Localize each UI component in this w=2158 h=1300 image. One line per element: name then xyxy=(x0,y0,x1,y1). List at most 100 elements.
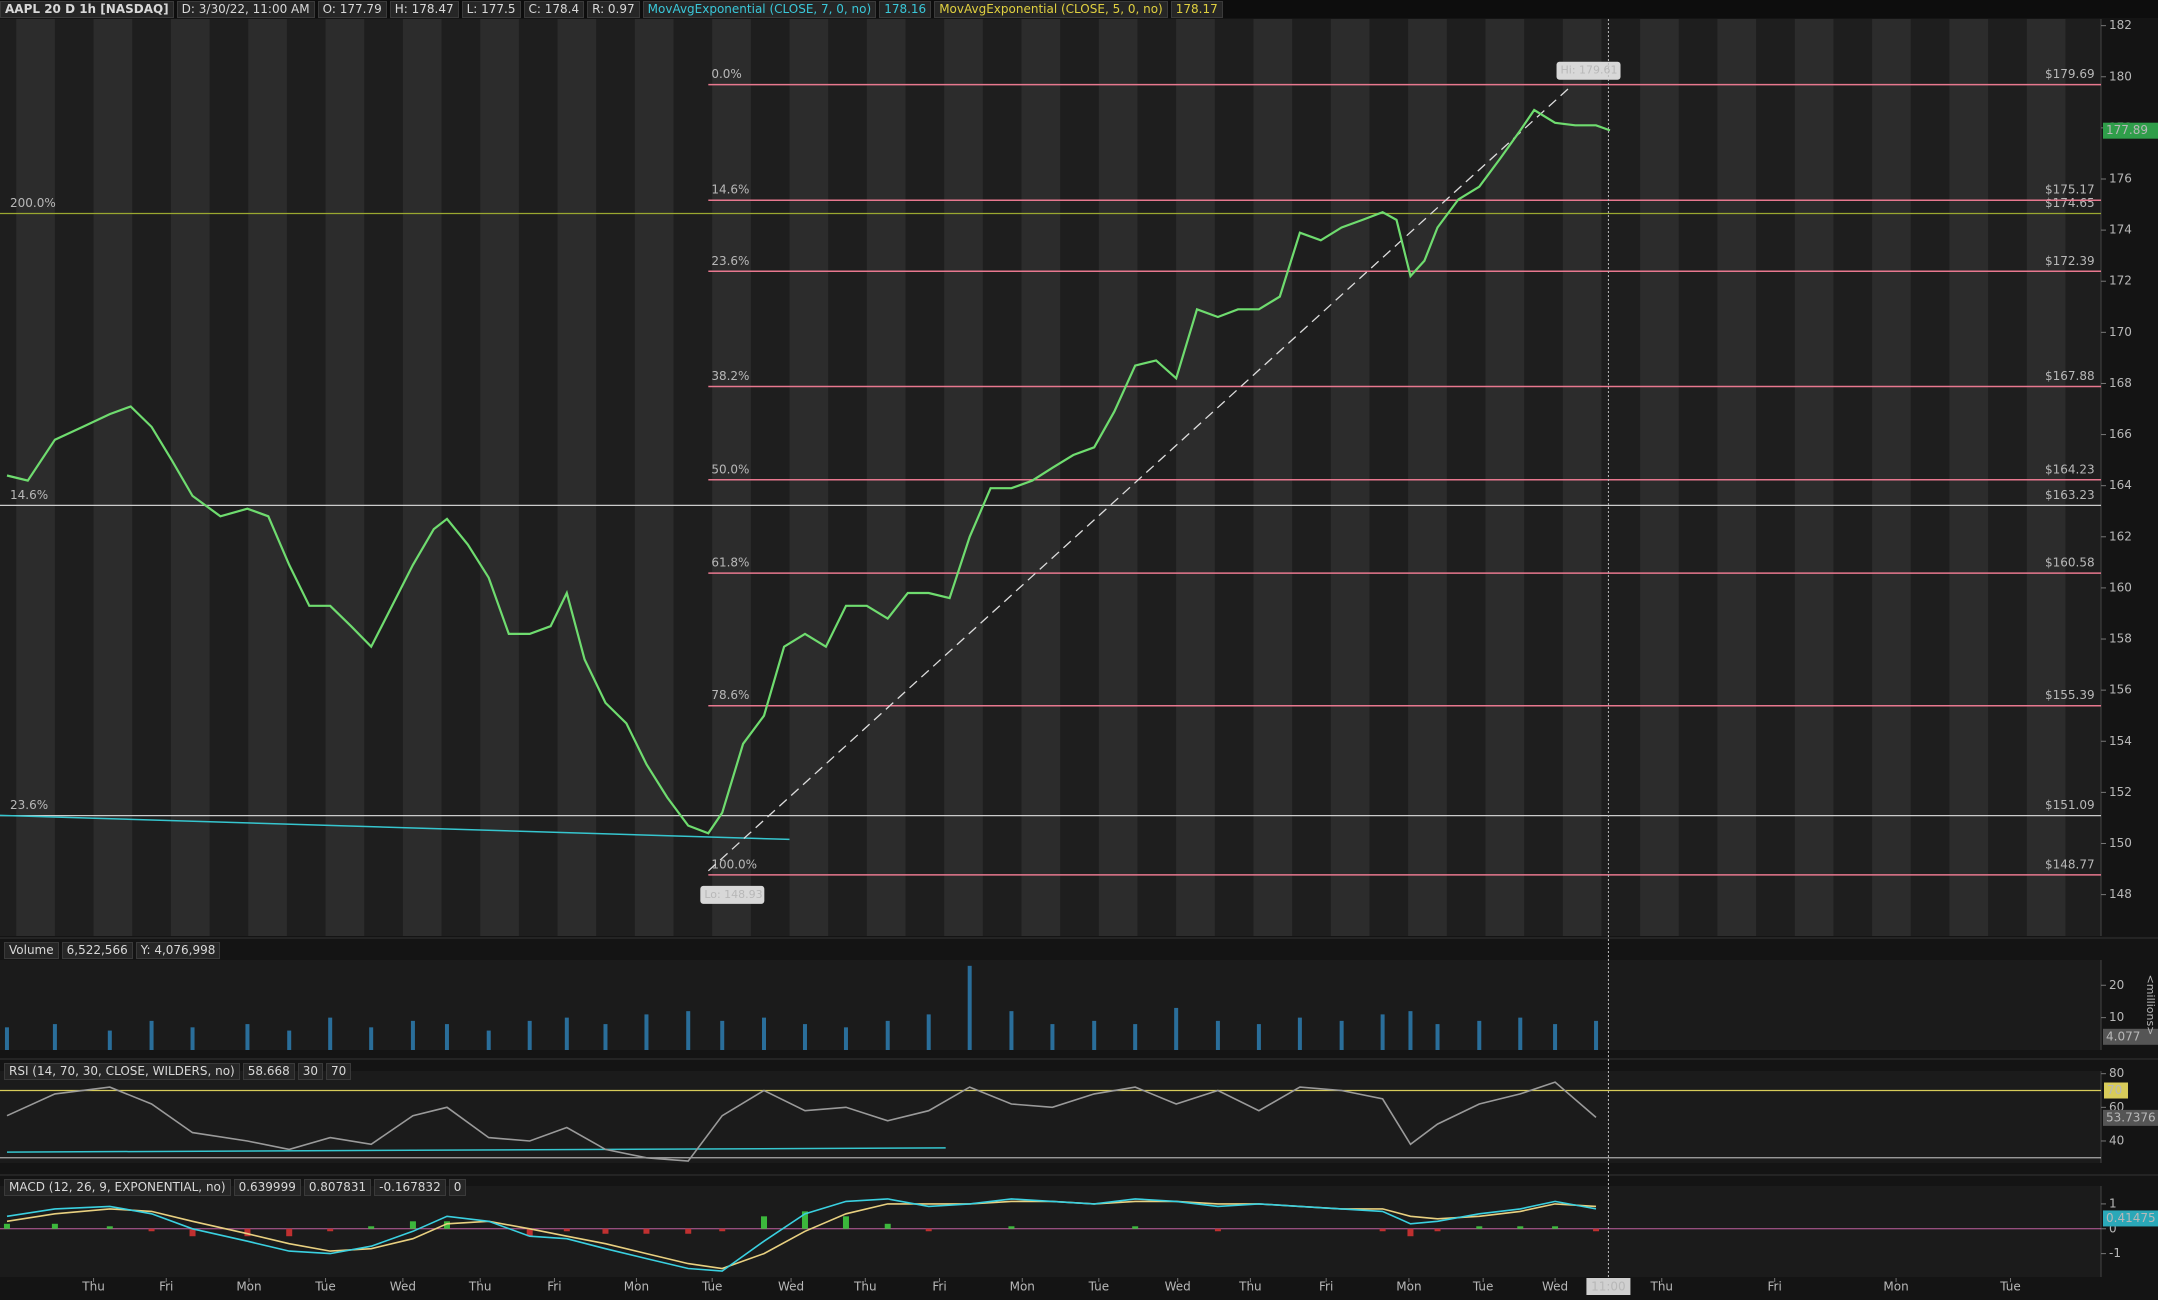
volume-bar xyxy=(1133,1024,1138,1050)
panel-header-item: 6,522,566 xyxy=(61,941,133,959)
x-tick-label: 11:00 xyxy=(1591,1280,1626,1294)
header-item: H: 178.47 xyxy=(389,0,459,18)
panel-header-item: 30 xyxy=(297,1062,324,1080)
panel-header: Volume 6,522,566 Y: 4,076,998 xyxy=(4,941,221,959)
x-tick-label: Mon xyxy=(624,1280,649,1294)
reference-value-label: $163.23 xyxy=(2045,488,2095,502)
volume-bar xyxy=(843,1027,848,1050)
panel-header-item: Volume xyxy=(4,941,59,959)
y-tick-label: 148 xyxy=(2109,887,2132,901)
x-tick-label: Fri xyxy=(1319,1280,1333,1294)
x-tick-label: Fri xyxy=(932,1280,946,1294)
histogram-bar xyxy=(1132,1226,1139,1229)
volume-bar xyxy=(644,1014,649,1050)
series-line xyxy=(6,1200,1597,1270)
volume-bar xyxy=(1297,1017,1302,1050)
x-tick-label: Tue xyxy=(1088,1280,1110,1294)
session-stripe xyxy=(93,19,133,936)
histogram-bar xyxy=(1379,1228,1386,1232)
fib-label: 61.8% xyxy=(711,556,749,570)
session-stripe xyxy=(325,19,365,936)
x-tick-label: Wed xyxy=(778,1280,804,1294)
header-item: AAPL 20 D 1h [NASDAQ] xyxy=(0,0,174,18)
histogram-bar xyxy=(884,1223,891,1229)
series-line xyxy=(6,1198,1597,1272)
y-tick-label: 1 xyxy=(2109,1196,2117,1210)
volume-bar xyxy=(686,1011,691,1050)
histogram-bar xyxy=(244,1228,251,1237)
fib-value-label: $179.69 xyxy=(2045,67,2095,81)
fib-value-label: $160.58 xyxy=(2045,556,2095,570)
fib-label: 78.6% xyxy=(711,688,749,702)
y-tick-label: 162 xyxy=(2109,529,2132,543)
panel-header-item: 58.668 xyxy=(242,1062,295,1080)
volume-bar xyxy=(328,1017,333,1050)
reference-value: 70 xyxy=(2107,1083,2122,1097)
histogram-bar xyxy=(1552,1226,1559,1229)
histogram-bar xyxy=(685,1228,692,1234)
y-tick-label: 180 xyxy=(2109,69,2132,83)
x-tick-label: Thu xyxy=(1650,1280,1674,1294)
panel-header-item: 0.639999 xyxy=(233,1178,301,1196)
x-tick-label: Mon xyxy=(236,1280,261,1294)
panel-header-item: Y: 4,076,998 xyxy=(135,941,221,959)
session-stripe xyxy=(1794,19,1834,936)
last-value-box xyxy=(2103,1210,2158,1227)
y-tick-label: 10 xyxy=(2109,1010,2124,1024)
last-value: 53.7376 xyxy=(2106,1110,2156,1124)
histogram-bar xyxy=(1593,1228,1600,1232)
panel-background xyxy=(0,1071,2101,1163)
y-tick-label: 154 xyxy=(2109,734,2132,748)
volume-bar xyxy=(1050,1024,1055,1050)
volume-bar xyxy=(1553,1024,1558,1050)
reference-value-box xyxy=(2104,1082,2128,1099)
high-label: Hi: 179.61 xyxy=(1561,64,1618,77)
y-tick-label: 0 xyxy=(2109,1221,2117,1235)
y-tick-label: 182 xyxy=(2109,18,2132,32)
y-tick-label: 166 xyxy=(2109,427,2132,441)
low-label: Lo: 148.93 xyxy=(704,888,762,901)
volume-bar xyxy=(603,1024,608,1050)
fib-value-label: $167.88 xyxy=(2045,369,2095,383)
volume-bar xyxy=(245,1024,250,1050)
x-tick-label: Tue xyxy=(1472,1280,1494,1294)
volume-bar xyxy=(149,1020,154,1050)
histogram-bar xyxy=(1407,1228,1414,1237)
histogram-bar xyxy=(327,1228,334,1232)
volume-bar xyxy=(1594,1020,1599,1050)
y-tick-label: 156 xyxy=(2109,683,2132,697)
histogram-bar xyxy=(643,1228,650,1234)
x-tick-label: Wed xyxy=(390,1280,416,1294)
y-tick-label: 158 xyxy=(2109,632,2132,646)
header-item: D: 3/30/22, 11:00 AM xyxy=(176,0,315,18)
x-tick-label: Thu xyxy=(81,1280,105,1294)
header-item: O: 177.79 xyxy=(317,0,387,18)
session-stripe xyxy=(402,19,442,936)
reference-label: 23.6% xyxy=(10,798,48,812)
volume-bar xyxy=(885,1020,890,1050)
trendline xyxy=(6,1147,946,1153)
unit-label: <millions> xyxy=(2144,975,2157,1036)
volume-bar xyxy=(1256,1024,1261,1050)
header-item: L: 177.5 xyxy=(461,0,521,18)
panel-header-item: RSI (14, 70, 30, CLOSE, WILDERS, no) xyxy=(4,1062,240,1080)
x-tick-label: Tue xyxy=(1999,1280,2021,1294)
volume-bar xyxy=(1009,1011,1014,1050)
session-stripe xyxy=(866,19,906,936)
volume-bar xyxy=(527,1020,532,1050)
last-value: 0.41475 xyxy=(2106,1211,2156,1225)
last-value: 177.89 xyxy=(2106,123,2148,137)
panel-header-item: 0 xyxy=(448,1178,467,1196)
volume-bar xyxy=(287,1030,292,1050)
x-tick-label: Mon xyxy=(1396,1280,1421,1294)
histogram-bar xyxy=(1008,1226,1015,1229)
y-tick-label: 172 xyxy=(2109,274,2132,288)
histogram-bar xyxy=(925,1228,932,1232)
session-stripe xyxy=(1098,19,1138,936)
session-stripe xyxy=(480,19,519,936)
volume-bar xyxy=(1477,1020,1482,1050)
session-stripe xyxy=(789,19,829,936)
histogram-bar xyxy=(1517,1226,1524,1229)
low-label-box xyxy=(700,885,765,904)
